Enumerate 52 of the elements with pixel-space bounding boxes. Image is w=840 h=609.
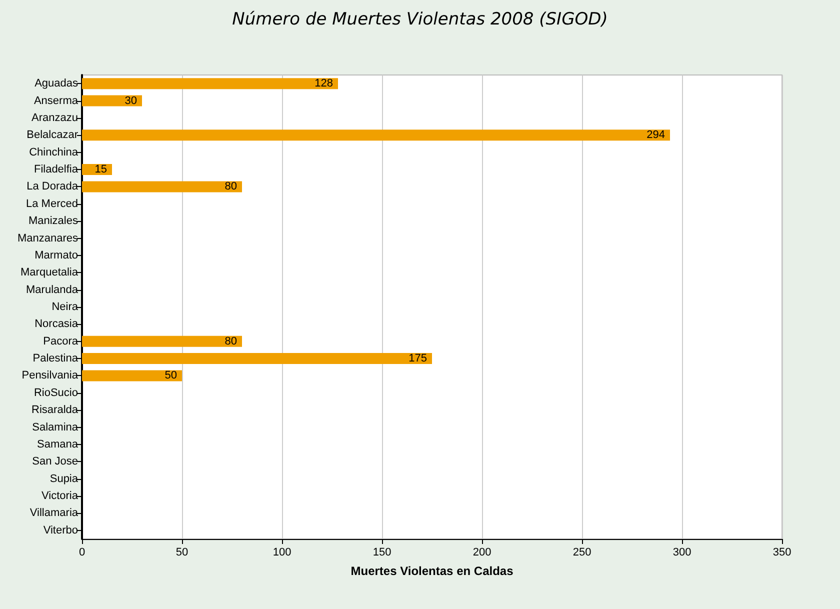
x-tick-label: 100 — [272, 546, 292, 558]
y-tick-label: Supia — [50, 472, 79, 485]
y-tick-label: Chinchina — [29, 146, 79, 158]
x-tick-label: 200 — [472, 546, 492, 558]
bar — [82, 78, 338, 90]
data-label: 80 — [224, 335, 237, 348]
y-tick-label: Marulanda — [26, 284, 79, 296]
x-tick-label: 300 — [672, 546, 692, 558]
data-label: 15 — [94, 164, 107, 176]
bar — [82, 95, 142, 106]
x-tick-label: 150 — [372, 546, 392, 558]
bar — [82, 130, 670, 141]
data-label: 128 — [314, 78, 333, 90]
data-label: 294 — [646, 129, 665, 142]
y-tick-label: RioSucio — [34, 386, 78, 399]
y-tick-label: Belalcazar — [26, 129, 78, 142]
bar — [82, 181, 242, 192]
x-tick-label: 50 — [176, 546, 188, 558]
y-tick-label: Palestina — [32, 352, 79, 365]
y-tick-label: Anserma — [34, 94, 79, 107]
y-tick-label: Norcasia — [34, 318, 79, 330]
y-tick-label: Viterbo — [43, 524, 78, 536]
y-tick-label: Aranzazu — [32, 112, 78, 124]
y-tick-label: San Jose — [32, 456, 78, 468]
y-tick-label: Samana — [37, 438, 79, 450]
y-tick-label: Villamaria — [30, 507, 79, 520]
data-label: 80 — [224, 180, 237, 193]
y-tick-label: Risaralda — [32, 404, 79, 416]
y-tick-label: La Merced — [26, 198, 78, 210]
data-label: 175 — [408, 352, 427, 365]
bar — [82, 353, 432, 364]
data-label: 50 — [164, 370, 177, 382]
y-tick-label: Neira — [52, 301, 79, 313]
x-tick-label: 0 — [78, 546, 86, 558]
y-tick-label: Aguadas — [34, 78, 78, 90]
data-label: 30 — [124, 94, 137, 107]
y-tick-label: Marquetalia — [20, 266, 79, 279]
y-tick-label: La Dorada — [26, 180, 79, 193]
y-tick-label: Manizales — [28, 215, 78, 228]
y-tick-label: Manzanares — [17, 232, 78, 244]
bar — [82, 370, 182, 382]
y-tick-label: Pensilvania — [22, 370, 79, 382]
y-tick-label: Victoria — [42, 490, 79, 502]
x-tick-label: 350 — [772, 546, 792, 558]
x-axis-title: Muertes Violentas en Caldas — [350, 564, 514, 578]
y-tick-label: Marmato — [34, 249, 78, 262]
bar — [82, 336, 242, 347]
y-tick-label: Filadelfia — [34, 164, 79, 176]
chart-title: Número de Muertes Violentas 2008 (SIGOD) — [232, 10, 608, 30]
y-tick-label: Pacora — [43, 335, 79, 348]
x-tick-label: 250 — [572, 546, 592, 558]
y-tick-label: Salamina — [32, 421, 79, 434]
